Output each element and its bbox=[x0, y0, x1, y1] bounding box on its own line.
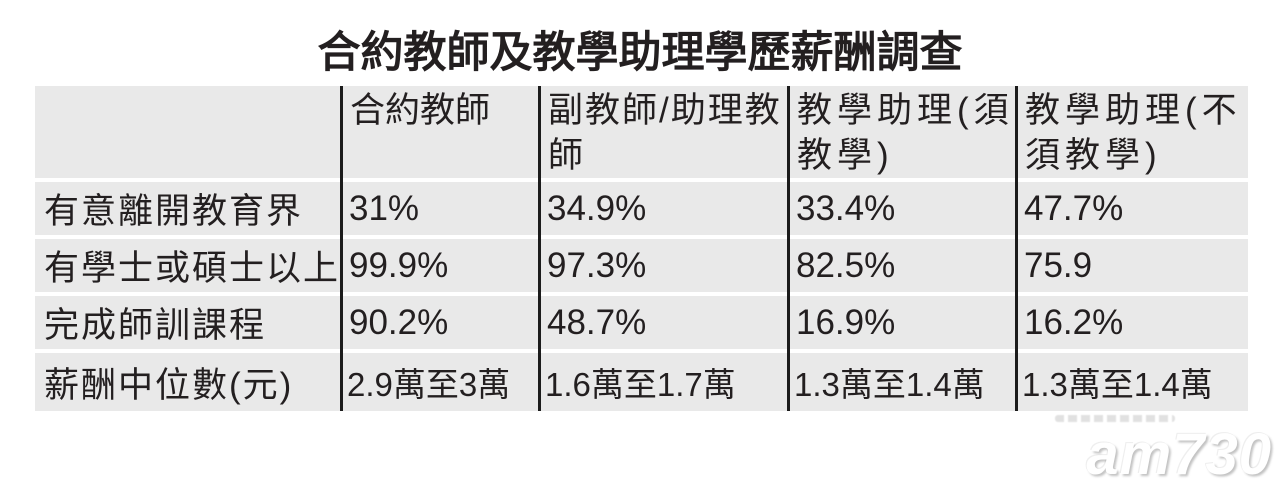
watermark-tagline-illegible bbox=[1055, 415, 1175, 422]
table-cell: 31% bbox=[341, 182, 539, 235]
column-divider bbox=[787, 86, 790, 411]
column-header-ta-non-teaching: 教學助理(不 須教學) bbox=[1016, 86, 1248, 178]
am730-watermark: am730 bbox=[1086, 422, 1272, 487]
row-label: 有學士或碩士以上 bbox=[35, 239, 341, 292]
table-row-leave-education: 有意離開教育界 31% 34.9% 33.4% 47.7% bbox=[35, 182, 1248, 235]
table-cell: 99.9% bbox=[341, 239, 539, 292]
table-cell: 82.5% bbox=[788, 239, 1016, 292]
page-title: 合約教師及教學助理學歷薪酬調查 bbox=[317, 29, 963, 77]
table-cell: 1.6萬至1.7萬 bbox=[539, 353, 788, 411]
table-header-row: 合約教師 副教師/助理教 師 教學助理(須 教學) 教學助理(不 須教學) bbox=[35, 86, 1248, 178]
survey-table: 合約教師 副教師/助理教 師 教學助理(須 教學) 教學助理(不 須教學) 有意… bbox=[35, 86, 1248, 411]
row-label: 薪酬中位數(元) bbox=[35, 353, 341, 411]
table-row-median-salary: 薪酬中位數(元) 2.9萬至3萬 1.6萬至1.7萬 1.3萬至1.4萬 1.3… bbox=[35, 353, 1248, 411]
column-header-assistant-teacher: 副教師/助理教 師 bbox=[539, 86, 788, 178]
table-cell: 1.3萬至1.4萬 bbox=[1016, 353, 1248, 411]
column-header-ta-teaching: 教學助理(須 教學) bbox=[788, 86, 1016, 178]
table-cell: 47.7% bbox=[1016, 182, 1248, 235]
column-divider bbox=[340, 86, 343, 411]
row-label: 完成師訓課程 bbox=[35, 296, 341, 349]
table-cell: 48.7% bbox=[539, 296, 788, 349]
column-header-contract-teacher: 合約教師 bbox=[341, 86, 539, 178]
table-cell: 16.2% bbox=[1016, 296, 1248, 349]
table-cell: 34.9% bbox=[539, 182, 788, 235]
table-row-teacher-training: 完成師訓課程 90.2% 48.7% 16.9% 16.2% bbox=[35, 296, 1248, 349]
table-cell: 1.3萬至1.4萬 bbox=[788, 353, 1016, 411]
table-row-degree-or-above: 有學士或碩士以上 99.9% 97.3% 82.5% 75.9 bbox=[35, 239, 1248, 292]
column-divider bbox=[538, 86, 541, 411]
table-cell: 75.9 bbox=[1016, 239, 1248, 292]
column-header-empty bbox=[35, 86, 341, 178]
table-cell: 90.2% bbox=[341, 296, 539, 349]
column-divider bbox=[1015, 86, 1018, 411]
table-cell: 33.4% bbox=[788, 182, 1016, 235]
table-cell: 97.3% bbox=[539, 239, 788, 292]
table-cell: 16.9% bbox=[788, 296, 1016, 349]
table-cell: 2.9萬至3萬 bbox=[341, 353, 539, 411]
row-label: 有意離開教育界 bbox=[35, 182, 341, 235]
